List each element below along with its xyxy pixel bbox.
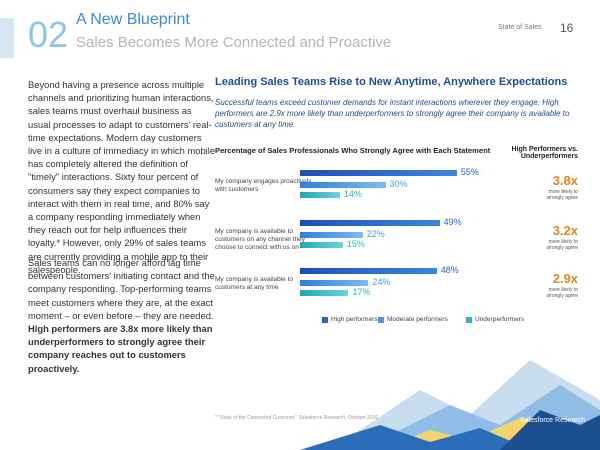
section-name: State of Sales bbox=[498, 24, 542, 31]
value-label: 30% bbox=[389, 179, 408, 189]
category-label: My company is available to customers on … bbox=[215, 228, 305, 251]
legend-swatch bbox=[378, 316, 384, 323]
paragraph-bold: High performers are 3.8x more likely tha… bbox=[28, 323, 213, 374]
legend-swatch bbox=[466, 316, 472, 323]
value-label: 24% bbox=[372, 277, 391, 287]
chart-title: Percentage of Sales Professionals Who St… bbox=[215, 146, 491, 155]
legend-label: Underperformers bbox=[475, 316, 525, 323]
ratio-note: more likely to strongly agree bbox=[546, 287, 578, 299]
bar bbox=[300, 280, 369, 286]
legend-item: High performers bbox=[322, 316, 378, 323]
bar bbox=[300, 192, 340, 198]
value-label: 48% bbox=[440, 265, 459, 275]
value-label: 49% bbox=[443, 217, 462, 227]
category-label: My company is available to customers at … bbox=[215, 276, 294, 291]
ratio-label: 3.8x bbox=[552, 173, 578, 188]
section-heading: Leading Sales Teams Rise to New Anytime,… bbox=[215, 76, 568, 88]
mountains bbox=[300, 360, 600, 450]
legend-item: Underperformers bbox=[466, 316, 524, 323]
bar bbox=[300, 220, 440, 226]
ratio-label: 3.2x bbox=[552, 223, 578, 238]
bar bbox=[300, 268, 437, 274]
legend-label: Moderate performers bbox=[387, 316, 448, 323]
paragraph-text: Sales teams can no longer afford lag tim… bbox=[28, 257, 215, 321]
bar bbox=[300, 242, 343, 248]
side-tab bbox=[0, 18, 14, 58]
section-number: 02 bbox=[28, 14, 69, 55]
ratio-note: more likely to strongly agree bbox=[546, 189, 578, 201]
value-label: 14% bbox=[343, 189, 362, 199]
ratio-note: more likely to strongly agree bbox=[546, 239, 578, 251]
footnote: * "State of the Connected Customer," Sal… bbox=[215, 415, 379, 421]
legend-label: High performers bbox=[331, 316, 378, 323]
comparison-title: High Performers vs. Underperformers bbox=[511, 146, 578, 160]
value-label: 15% bbox=[346, 239, 365, 249]
page-subtitle: Sales Becomes More Connected and Proacti… bbox=[76, 34, 392, 51]
page-title: A New Blueprint bbox=[76, 11, 190, 28]
legend-item: Moderate performers bbox=[378, 316, 448, 323]
legend-swatch bbox=[322, 316, 328, 323]
value-label: 17% bbox=[352, 287, 371, 297]
bar bbox=[300, 290, 349, 296]
paragraph: Sales teams can no longer afford lag tim… bbox=[28, 256, 216, 375]
brand: Salesforce Research bbox=[520, 417, 585, 424]
page-number: 16 bbox=[560, 21, 574, 35]
bar bbox=[300, 182, 386, 188]
bar bbox=[300, 232, 363, 238]
category-label: My company engages proactively with cust… bbox=[215, 178, 312, 193]
paragraph: Beyond having a presence across multiple… bbox=[28, 79, 216, 275]
bar bbox=[300, 170, 457, 176]
section-intro: Successful teams exceed customer demands… bbox=[215, 98, 570, 129]
value-label: 55% bbox=[460, 167, 479, 177]
ratio-label: 2.9x bbox=[552, 271, 578, 286]
value-label: 22% bbox=[366, 229, 385, 239]
